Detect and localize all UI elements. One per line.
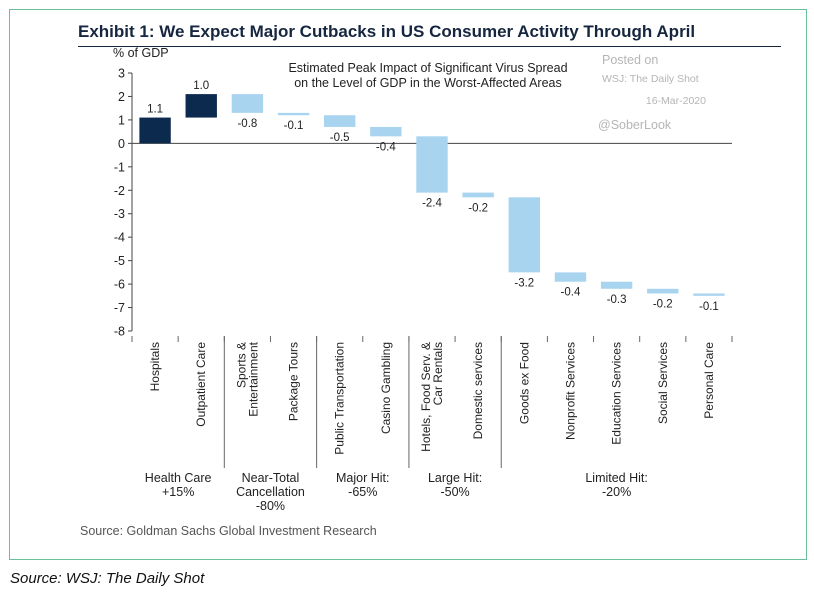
bar-value-label: 1.1 [147,104,163,116]
bar-7 [462,192,494,198]
bar-value-label: -0.8 [237,118,257,130]
watermark-handle: @SoberLook [598,118,672,132]
labels-layer: 1.1 1.0 -0.8 -0.1 -0.5 -0.4 -2.4 -0.2 -3.2 -0.4 -0… [145,80,719,513]
group-label: -80% [256,499,285,513]
bar-1 [185,94,217,118]
y-tick-label: -8 [114,325,125,339]
bar-value-label: -3.2 [514,277,534,289]
bar-value-label: -0.1 [699,301,719,313]
group-label: -50% [440,485,469,499]
bar-value-label: -0.2 [653,298,673,310]
category-label: Outpatient Care [194,342,208,427]
bar-2 [231,94,264,113]
exhibit-title: Exhibit 1: We Expect Major Cutbacks in U… [78,22,696,41]
y-tick-label: -6 [114,278,125,292]
y-tick-label: 1 [118,113,125,127]
category-label: Hotels, Food Serv. & [419,342,433,452]
bar-value-label: -2.4 [422,198,442,210]
category-label-group: Social Services [656,342,670,424]
watermark-outlet: WSJ: The Daily Shot [602,73,699,85]
category-label: Package Tours [287,342,301,421]
category-label-group: Casino Gambling [379,342,393,434]
axis-layer: 3 2 1 0 -1 -2 -3 -4 -5 -6 -7 -8 [114,67,733,468]
group-label: Large Hit: [428,471,482,485]
category-label: Casino Gambling [379,342,393,434]
category-label-group: Nonprofit Services [563,342,577,440]
bar-10 [600,281,633,289]
watermark-posted: Posted on [602,53,658,67]
group-label: -20% [602,485,631,499]
category-label: Public Transportation [333,342,347,455]
watermark-date: 16-Mar-2020 [646,95,706,107]
y-tick-label: 0 [118,137,125,151]
bar-value-label: -0.4 [561,287,581,299]
category-label-group: Personal Care [702,342,716,419]
category-label-group: Hotels, Food Serv. &Car Rentals [419,342,445,452]
bar-0 [139,117,171,144]
category-label: Social Services [656,342,670,424]
y-tick-label: -1 [114,160,125,174]
y-tick-label: 3 [118,67,125,81]
category-label-group: Sports &Entertainment [234,341,260,416]
y-axis-label: % of GDP [113,46,169,60]
bar-value-label: -0.2 [468,202,488,214]
bar-value-label: -0.4 [376,141,396,153]
category-label-group: Package Tours [287,342,301,421]
category-label: Sports & [234,342,248,388]
category-label: Car Rentals [431,342,445,405]
bar-value-label: -0.3 [607,294,627,306]
y-tick-label: -7 [114,301,125,315]
chart-source: Source: Goldman Sachs Global Investment … [80,524,377,538]
category-label-group: Domestic services [471,342,485,439]
group-label: +15% [162,485,194,499]
y-tick-label: -5 [114,254,125,268]
group-label: -65% [348,485,377,499]
category-label-group: Goods ex Food [517,342,531,424]
category-label: Domestic services [471,342,485,439]
subtitle-line-1: Estimated Peak Impact of Significant Vir… [288,61,567,75]
bars-layer [139,94,725,296]
y-tick-label: 2 [118,90,125,104]
image-credit: Source: WSJ: The Daily Shot [10,570,205,587]
title-divider [78,46,781,47]
category-label: Education Services [610,342,624,445]
y-tick-label: -3 [114,207,125,221]
y-tick-label: -4 [114,231,125,245]
bar-6 [416,136,448,193]
category-label: Goods ex Food [517,342,531,424]
category-label-group: Hospitals [148,342,162,391]
bar-5 [370,126,402,137]
y-tick-label: -2 [114,184,125,198]
bar-12 [693,293,725,296]
category-label-group: Outpatient Care [194,342,208,427]
waterfall-chart: 3 2 1 0 -1 -2 -3 -4 -5 -6 -7 -8 1.1 1.0 -0.8 -0.1 -0.5 -… [80,46,733,538]
bar-8 [508,197,540,273]
category-label: Hospitals [148,342,162,391]
category-label-group: Education Services [610,342,624,445]
group-label: Health Care [145,471,212,485]
group-label: Near-Total [242,471,300,485]
subtitle-line-2: on the Level of GDP in the Worst-Affecte… [294,76,562,90]
bar-11 [647,288,679,294]
category-label: Entertainment [246,341,260,416]
category-label: Personal Care [702,342,716,419]
bar-3 [277,112,310,116]
group-label: Major Hit: [336,471,389,485]
exhibit-frame [9,9,807,560]
category-label: Nonprofit Services [563,342,577,440]
group-label: Limited Hit: [585,471,648,485]
bar-value-label: 1.0 [193,80,209,92]
category-label-group: Public Transportation [333,342,347,455]
bar-value-label: -0.1 [284,120,304,132]
bar-value-label: -0.5 [330,132,350,144]
group-label: Cancellation [236,485,305,499]
bar-4 [324,115,356,127]
bar-9 [554,272,587,282]
